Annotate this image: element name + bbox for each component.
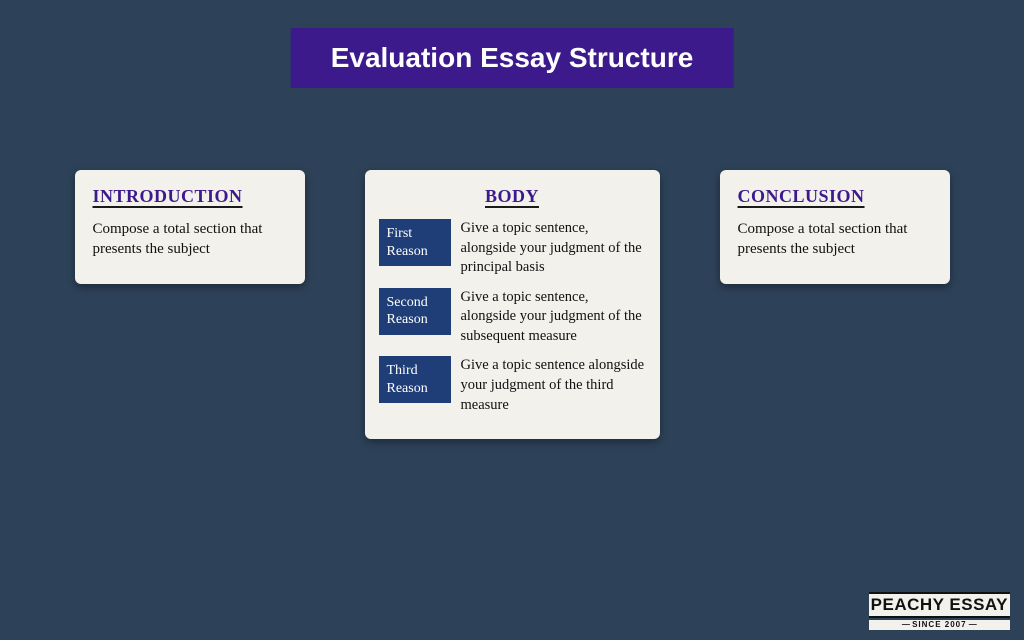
intro-heading: INTRODUCTION [93, 186, 287, 207]
reason-label: Second Reason [379, 288, 451, 335]
reason-text: Give a topic sentence, alongside your ju… [461, 288, 646, 347]
brand-logo-main: PEACHY ESSAY [869, 592, 1010, 618]
reason-text: Give a topic sentence, alongside your ju… [461, 219, 646, 278]
body-heading: BODY [379, 186, 646, 207]
page-title-text: Evaluation Essay Structure [331, 42, 694, 73]
reason-label-line: First [387, 226, 413, 241]
reason-label: Third Reason [379, 356, 451, 403]
reason-label: First Reason [379, 219, 451, 266]
body-card: BODY First Reason Give a topic sentence,… [365, 170, 660, 439]
conclusion-heading: CONCLUSION [738, 186, 932, 207]
conclusion-text: Compose a total section that presents th… [738, 219, 932, 260]
reason-label-line: Reason [387, 244, 428, 259]
reason-row: First Reason Give a topic sentence, alon… [379, 219, 646, 278]
reason-text: Give a topic sentence alongside your jud… [461, 356, 646, 415]
brand-logo-sub: SINCE 2007 [869, 620, 1010, 630]
intro-text: Compose a total section that presents th… [93, 219, 287, 260]
conclusion-card: CONCLUSION Compose a total section that … [720, 170, 950, 284]
cards-container: INTRODUCTION Compose a total section tha… [0, 170, 1024, 439]
reason-label-line: Reason [387, 381, 428, 396]
reason-row: Third Reason Give a topic sentence along… [379, 356, 646, 415]
reason-label-line: Reason [387, 312, 428, 327]
page-title-banner: Evaluation Essay Structure [291, 28, 734, 88]
reason-label-line: Second [387, 295, 428, 310]
reason-label-line: Third [387, 363, 418, 378]
intro-card: INTRODUCTION Compose a total section tha… [75, 170, 305, 284]
reason-row: Second Reason Give a topic sentence, alo… [379, 288, 646, 347]
brand-logo: PEACHY ESSAY SINCE 2007 [869, 592, 1010, 630]
